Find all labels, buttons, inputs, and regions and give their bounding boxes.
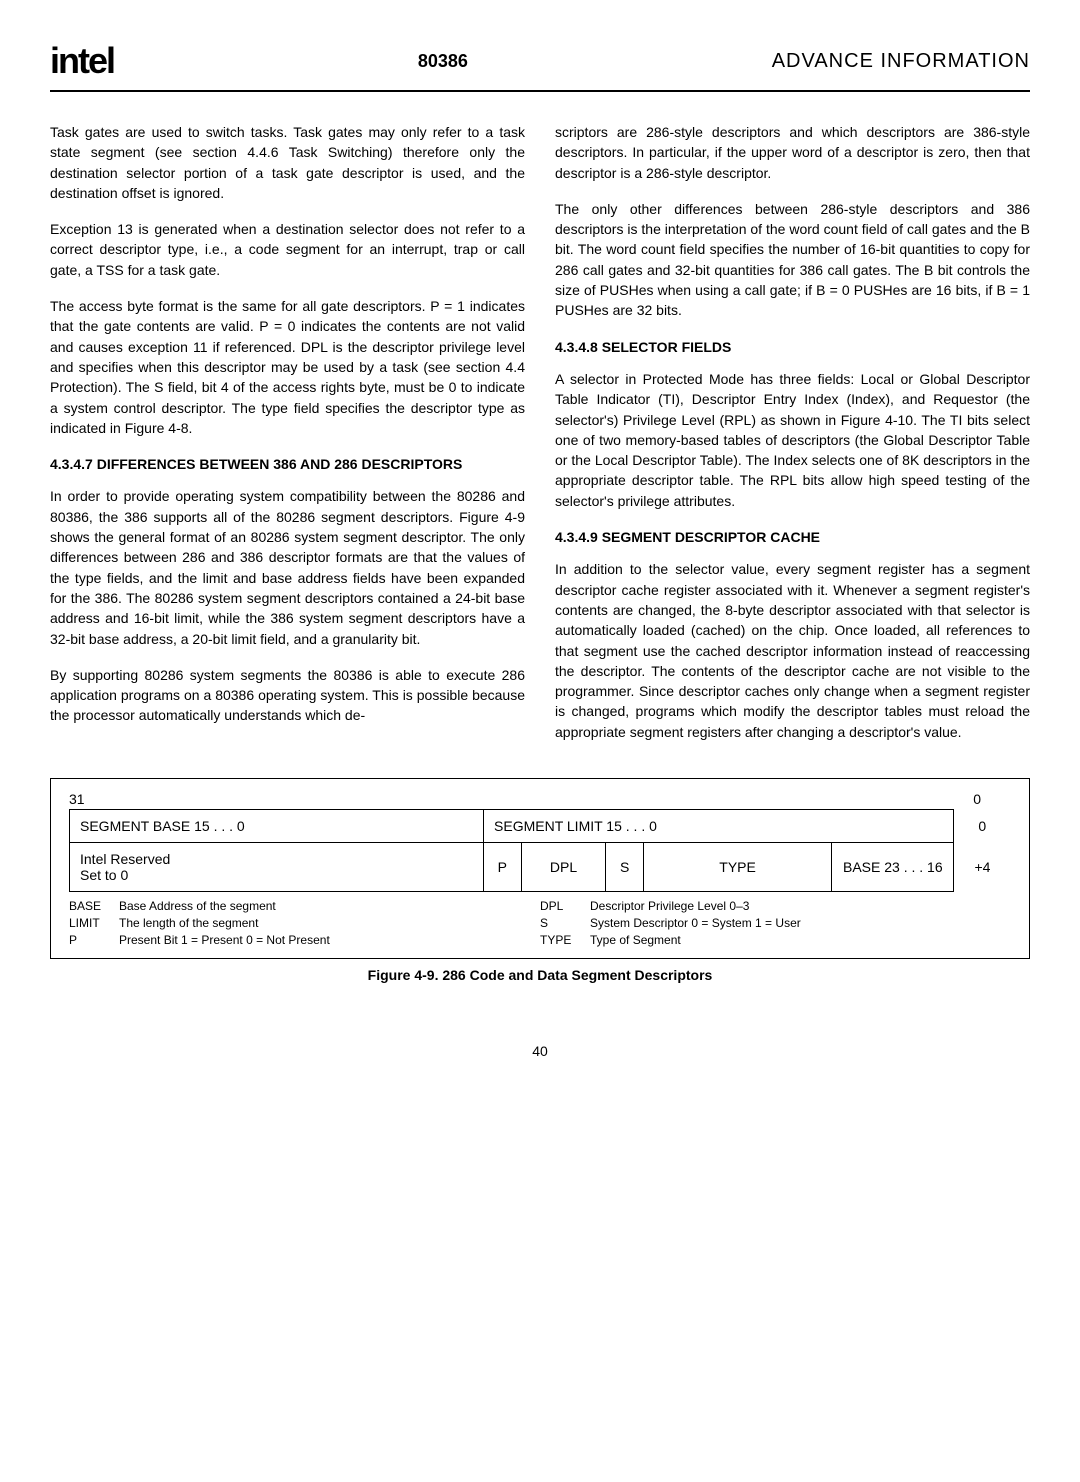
legend-row: PPresent Bit 1 = Present 0 = Not Present: [69, 932, 540, 949]
legend-val: Present Bit 1 = Present 0 = Not Present: [119, 932, 330, 949]
page-number: 40: [50, 1043, 1030, 1059]
segment-limit-cell: SEGMENT LIMIT 15 . . . 0: [484, 810, 954, 843]
figure-legend: BASEBase Address of the segment LIMITThe…: [69, 898, 1011, 948]
table-row: SEGMENT BASE 15 . . . 0 SEGMENT LIMIT 15…: [70, 810, 1011, 843]
left-column: Task gates are used to switch tasks. Tas…: [50, 122, 525, 758]
paragraph: A selector in Protected Mode has three f…: [555, 369, 1030, 511]
offset-cell: 0: [954, 810, 1011, 843]
base-cell: BASE 23 . . . 16: [832, 843, 954, 892]
legend-row: SSystem Descriptor 0 = System 1 = User: [540, 915, 1011, 932]
paragraph: The only other differences between 286-s…: [555, 199, 1030, 321]
legend-val: Descriptor Privilege Level 0–3: [590, 898, 749, 915]
p-cell: P: [484, 843, 522, 892]
legend-right: DPLDescriptor Privilege Level 0–3 SSyste…: [540, 898, 1011, 948]
reserved-cell: Intel Reserved Set to 0: [70, 843, 484, 892]
legend-row: TYPEType of Segment: [540, 932, 1011, 949]
type-cell: TYPE: [643, 843, 831, 892]
right-column: scriptors are 286-style descriptors and …: [555, 122, 1030, 758]
paragraph: The access byte format is the same for a…: [50, 296, 525, 438]
legend-key: DPL: [540, 898, 590, 915]
bit-high: 31: [69, 791, 85, 807]
body-columns: Task gates are used to switch tasks. Tas…: [50, 122, 1030, 758]
paragraph: scriptors are 286-style descriptors and …: [555, 122, 1030, 183]
legend-val: The length of the segment: [119, 915, 258, 932]
figure-caption: Figure 4-9. 286 Code and Data Segment De…: [50, 967, 1030, 983]
legend-left: BASEBase Address of the segment LIMITThe…: [69, 898, 540, 948]
legend-val: System Descriptor 0 = System 1 = User: [590, 915, 801, 932]
advance-info: ADVANCE INFORMATION: [772, 50, 1030, 73]
section-heading: 4.3.4.9 SEGMENT DESCRIPTOR CACHE: [555, 527, 1030, 547]
legend-key: TYPE: [540, 932, 590, 949]
section-heading: 4.3.4.8 SELECTOR FIELDS: [555, 337, 1030, 357]
legend-key: P: [69, 932, 119, 949]
table-row: Intel Reserved Set to 0 P DPL S TYPE BAS…: [70, 843, 1011, 892]
bit-labels: 31 0: [69, 791, 1011, 807]
paragraph: Exception 13 is generated when a destina…: [50, 219, 525, 280]
legend-row: LIMITThe length of the segment: [69, 915, 540, 932]
paragraph: Task gates are used to switch tasks. Tas…: [50, 122, 525, 203]
s-cell: S: [606, 843, 644, 892]
legend-row: BASEBase Address of the segment: [69, 898, 540, 915]
paragraph: By supporting 80286 system segments the …: [50, 665, 525, 726]
intel-logo: intel: [50, 40, 114, 82]
segment-base-cell: SEGMENT BASE 15 . . . 0: [70, 810, 484, 843]
legend-val: Type of Segment: [590, 932, 681, 949]
page-header: intel 80386 ADVANCE INFORMATION: [50, 40, 1030, 92]
descriptor-table: SEGMENT BASE 15 . . . 0 SEGMENT LIMIT 15…: [69, 809, 1011, 892]
legend-key: LIMIT: [69, 915, 119, 932]
section-heading: 4.3.4.7 DIFFERENCES BETWEEN 386 AND 286 …: [50, 454, 525, 474]
paragraph: In order to provide operating system com…: [50, 486, 525, 648]
offset-cell: +4: [954, 843, 1011, 892]
paragraph: In addition to the selector value, every…: [555, 559, 1030, 742]
legend-key: S: [540, 915, 590, 932]
bit-low: 0: [973, 791, 981, 807]
chip-number: 80386: [418, 51, 468, 72]
legend-key: BASE: [69, 898, 119, 915]
dpl-cell: DPL: [521, 843, 606, 892]
legend-val: Base Address of the segment: [119, 898, 276, 915]
figure-4-9: 31 0 SEGMENT BASE 15 . . . 0 SEGMENT LIM…: [50, 778, 1030, 959]
legend-row: DPLDescriptor Privilege Level 0–3: [540, 898, 1011, 915]
